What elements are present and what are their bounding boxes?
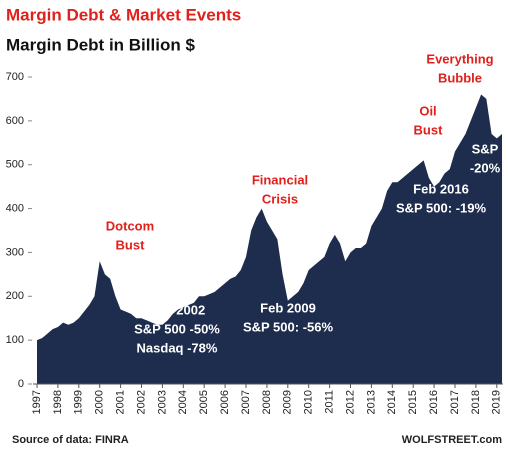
x-tick-label: 2016 <box>428 390 440 414</box>
annotation: Dotcom <box>106 218 154 233</box>
x-tick-label: 1999 <box>73 390 85 414</box>
x-tick-label: 1997 <box>31 390 43 414</box>
annotation: S&P 500: -19% <box>396 200 487 215</box>
y-tick-label: 700 <box>6 71 24 83</box>
annotation: S&P <box>472 141 499 156</box>
x-tick-label: 2009 <box>282 390 294 414</box>
y-tick-label: 400 <box>6 202 24 214</box>
area <box>37 94 503 385</box>
x-tick-label: 2015 <box>407 390 419 414</box>
x-tick-label: 2012 <box>344 390 356 414</box>
x-tick-label: 2005 <box>198 390 210 414</box>
annotation: Bubble <box>438 70 482 85</box>
annotation: Financial <box>252 172 308 187</box>
annotation: Everything <box>426 51 493 66</box>
annotation: Crisis <box>262 191 298 206</box>
annotation: S&P 500 -50% <box>134 321 220 336</box>
x-tick-label: 2017 <box>449 390 461 414</box>
annotation: S&P 500: -56% <box>243 319 334 334</box>
y-tick-label: 500 <box>6 159 24 171</box>
x-tick-label: 2010 <box>303 390 315 414</box>
y-tick-label: 0 <box>18 378 24 390</box>
x-tick-label: 2006 <box>219 390 231 414</box>
annotation: Oil <box>419 103 436 118</box>
annotation: Bust <box>116 237 146 252</box>
x-tick-label: 2008 <box>261 390 273 414</box>
chart-title: Margin Debt & Market Events <box>6 5 241 24</box>
x-tick-label: 2003 <box>156 390 168 414</box>
annotation: -20% <box>470 160 501 175</box>
y-tick-label: 600 <box>6 115 24 127</box>
annotation: Bust <box>414 122 444 137</box>
annotation: Sep 2002 <box>149 302 205 317</box>
x-tick-label: 2002 <box>135 390 147 414</box>
annotation: Nasdaq -78% <box>137 340 218 355</box>
x-tick-label: 2004 <box>177 390 189 414</box>
annotation: Feb 2016 <box>413 181 469 196</box>
chart-subtitle: Margin Debt in Billion $ <box>6 35 195 54</box>
x-tick-label: 2018 <box>470 390 482 414</box>
y-tick-label: 100 <box>6 334 24 346</box>
brand: WOLFSTREET.com <box>402 434 502 446</box>
x-tick-label: 2001 <box>115 390 127 414</box>
x-tick-label: 2007 <box>240 390 252 414</box>
x-tick-label: 2019 <box>491 390 503 414</box>
annotation: Feb 2009 <box>260 300 316 315</box>
y-tick-label: 300 <box>6 246 24 258</box>
y-tick-label: 200 <box>6 290 24 302</box>
x-tick-label: 2014 <box>386 390 398 414</box>
x-tick-label: 2013 <box>365 390 377 414</box>
x-tick-label: 2000 <box>94 390 106 414</box>
x-tick-label: 1998 <box>52 390 64 414</box>
x-tick-label: 2011 <box>324 390 336 414</box>
source: Source of data: FINRA <box>12 434 129 446</box>
